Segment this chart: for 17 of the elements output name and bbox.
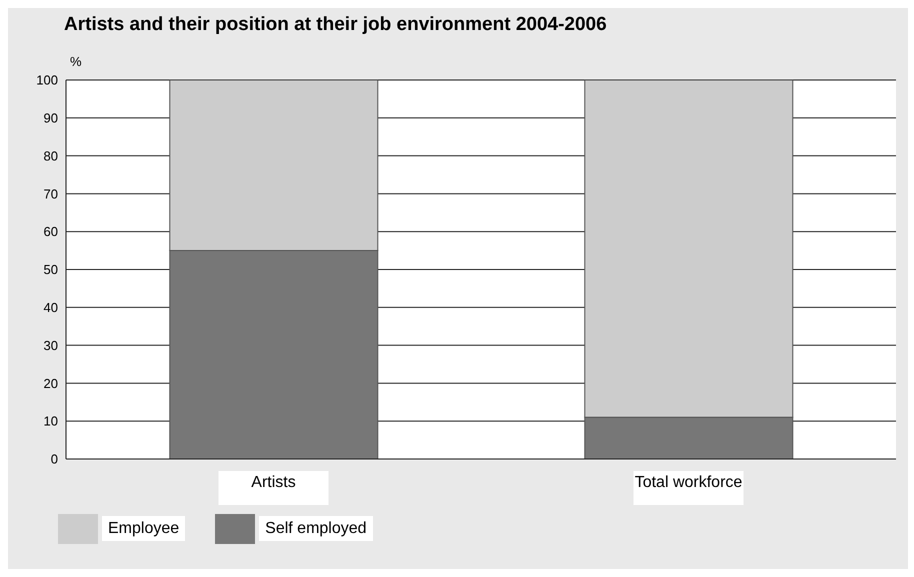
y-tick-label: 90: [44, 110, 58, 126]
y-tick-label: 40: [44, 300, 58, 316]
y-tick-label: 30: [44, 338, 58, 353]
y-tick-label: 100: [36, 72, 58, 88]
y-tick-label: 20: [44, 376, 58, 391]
y-tick-label: 80: [44, 148, 58, 164]
y-tick-label: 10: [44, 414, 58, 429]
x-tick-label: Artists: [251, 474, 296, 491]
y-axis-title: %: [70, 54, 82, 69]
y-tick-label: 50: [44, 262, 58, 278]
chart-title: Artists and their position at their job environment 2004-2006: [64, 14, 607, 36]
y-tick-label: 0: [50, 452, 58, 467]
legend-label: Employee: [102, 516, 186, 542]
y-tick-label: 60: [44, 224, 58, 240]
y-tick-label: 70: [44, 186, 58, 202]
x-tick-label: Total workforce: [634, 474, 742, 491]
legend-label: Self employed: [259, 516, 373, 542]
